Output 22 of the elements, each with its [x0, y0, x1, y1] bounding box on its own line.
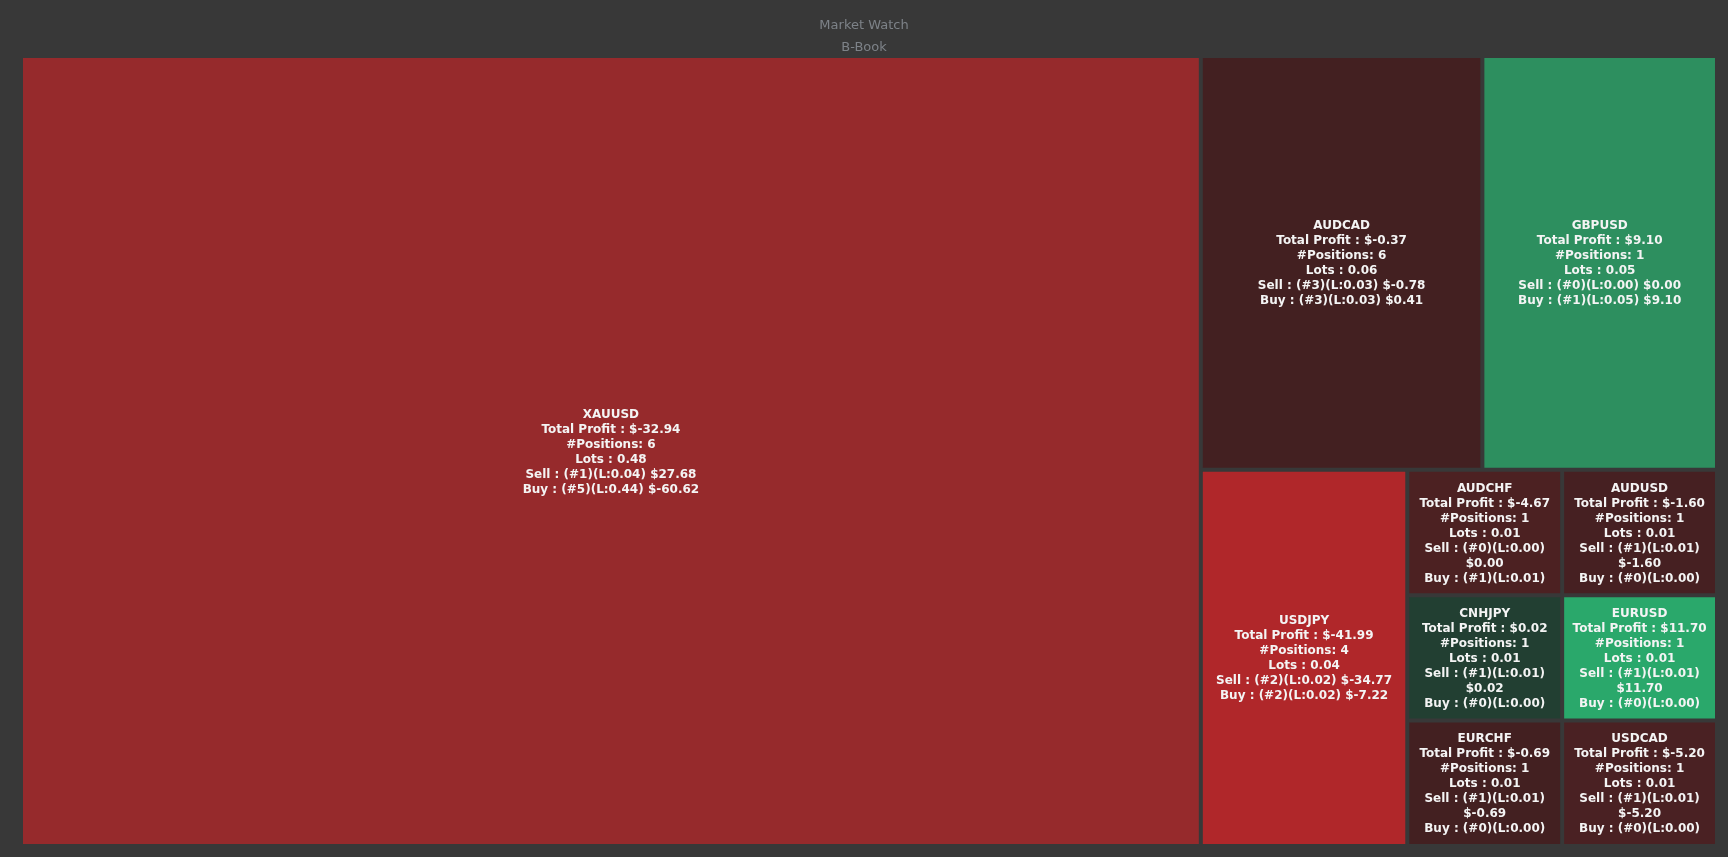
data-label: Total Profit : $0.02 #Positions: 1 Lots : 0.01 Sell : (#1)(L:0.01) $0.02 Buy : (#0)(L:0.00)	[1421, 620, 1548, 710]
data-label: Total Profit : $-32.94 #Positions: 6 Lots : 0.48 Sell : (#1)(L:0.04) $27.68 Buy : (#5)(L:0.44) $-60.62	[522, 421, 700, 496]
category-label: AUDUSD	[1611, 480, 1669, 495]
data-label: Total Profit : $-4.67 #Positions: 1 Lots : 0.01 Sell : (#0)(L:0.00) $0.00 Buy : (#1)(L:0.01)	[1419, 495, 1551, 585]
category-label: EURCHF	[1457, 731, 1512, 746]
data-label: Total Profit : $-1.60 #Positions: 1 Lots : 0.01 Sell : (#1)(L:0.01) $-1.60 Buy : (#0)(L:0.00)	[1574, 495, 1705, 585]
text: Market Watch	[819, 17, 909, 32]
data-label: Total Profit : $-5.20 #Positions: 1 Lots : 0.01 Sell : (#1)(L:0.01) $-5.20 Buy : (#0)(L:0.00)	[1574, 746, 1705, 836]
data-label: Total Profit : $-41.99 #Positions: 4 Lots : 0.04 Sell : (#2)(L:0.02) $-34.77 Buy : (#2)(L:0.02) $-7.22	[1216, 628, 1393, 703]
text: B-Book	[841, 39, 888, 54]
category-label: EURUSD	[1611, 605, 1668, 620]
category-label: USDCAD	[1611, 731, 1668, 746]
data-label: Total Profit : $9.10 #Positions: 1 Lots : 0.05 Sell : (#0)(L:0.00) $0.00 Buy : (#1)(L:0.05) $9.10	[1518, 233, 1682, 308]
data-label: Total Profit : $-0.37 #Positions: 6 Lots : 0.06 Sell : (#3)(L:0.03) $-0.78 Buy : (#3)(L:0.03) $0.41	[1257, 233, 1426, 308]
data-label: Total Profit : $-0.69 #Positions: 1 Lots : 0.01 Sell : (#1)(L:0.01) $-0.69 Buy : (#0)(L:0.00)	[1419, 746, 1551, 836]
category-label: CNHJPY	[1459, 605, 1511, 620]
category-label: GBPUSD	[1571, 218, 1628, 233]
category-label: AUDCAD	[1313, 218, 1370, 233]
category-label: XAUUSD	[582, 406, 640, 421]
data-label: Total Profit : $11.70 #Positions: 1 Lots : 0.01 Sell : (#1)(L:0.01) $11.70 Buy : (#0)(L:0.00)	[1572, 620, 1707, 710]
category-label: USDJPY	[1278, 613, 1330, 628]
category-label: AUDCHF	[1456, 480, 1513, 495]
